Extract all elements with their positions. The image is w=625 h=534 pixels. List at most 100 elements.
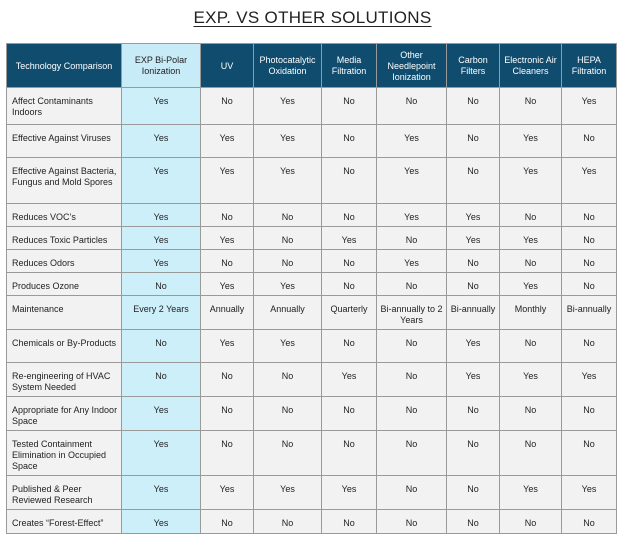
header-cell: Other Needlepoint Ionization <box>376 43 447 88</box>
table-cell: No <box>499 396 562 431</box>
row-label: Creates “Forest-Effect” <box>6 509 122 534</box>
table-cell: No <box>446 157 500 204</box>
table-cell: No <box>446 272 500 296</box>
header-row: Technology Comparison EXP Bi-Polar Ioniza… <box>6 43 617 88</box>
table-cell: No <box>321 203 377 227</box>
table-cell: Yes <box>446 203 500 227</box>
table-cell: Yes <box>200 272 254 296</box>
row-label: Effective Against Viruses <box>6 124 122 158</box>
row-label: Re-engineering of HVAC System Needed <box>6 362 122 397</box>
table-cell: No <box>446 249 500 273</box>
table-cell: No <box>321 430 377 476</box>
header-cell: EXP Bi-Polar Ionization <box>121 43 201 88</box>
table-cell: No <box>499 509 562 534</box>
table-cell: Yes <box>499 226 562 250</box>
table-cell: Yes <box>499 475 562 510</box>
table-cell: No <box>376 362 447 397</box>
table-cell: No <box>200 396 254 431</box>
table-cell: Yes <box>446 362 500 397</box>
table-cell: No <box>376 430 447 476</box>
table-cell: Yes <box>561 157 617 204</box>
row-label: Tested Containment Elimination in Occupi… <box>6 430 122 476</box>
table-cell: No <box>253 362 322 397</box>
header-cell: UV <box>200 43 254 88</box>
table-cell: No <box>321 329 377 363</box>
row-label: Effective Against Bacteria, Fungus and M… <box>6 157 122 204</box>
table-cell: Yes <box>200 226 254 250</box>
table-row: Effective Against Viruses Yes Yes Yes No Yes N… <box>6 124 617 158</box>
table-cell: No <box>446 124 500 158</box>
table-cell: Yes <box>200 329 254 363</box>
table-cell: No <box>561 396 617 431</box>
table-cell: Annually <box>200 295 254 330</box>
header-cell: Photocatalytic Oxidation <box>253 43 322 88</box>
row-label: Reduces Odors <box>6 249 122 273</box>
table-row: Creates “Forest-Effect” Yes No No No No No No No <box>6 509 617 534</box>
table-cell: No <box>376 272 447 296</box>
table-cell: Yes <box>200 124 254 158</box>
header-cell: Media Filtration <box>321 43 377 88</box>
table-cell: No <box>499 203 562 227</box>
table-cell: Yes <box>121 509 201 534</box>
table-cell: Yes <box>200 475 254 510</box>
table-cell: Yes <box>561 87 617 125</box>
header-cell: HEPA Filtration <box>561 43 617 88</box>
table-cell: Yes <box>499 272 562 296</box>
table-cell: No <box>321 157 377 204</box>
table-cell: Yes <box>446 226 500 250</box>
table-cell: Quarterly <box>321 295 377 330</box>
header-cell: Technology Comparison <box>6 43 122 88</box>
table-cell: No <box>200 430 254 476</box>
comparison-table: Technology Comparison EXP Bi-Polar Ioniza… <box>6 43 617 534</box>
table-cell: No <box>376 226 447 250</box>
table-cell: No <box>200 362 254 397</box>
table-cell: No <box>446 396 500 431</box>
table-cell: No <box>561 272 617 296</box>
table-cell: Yes <box>376 249 447 273</box>
table-cell: No <box>561 509 617 534</box>
header-cell: Carbon Filters <box>446 43 500 88</box>
table-cell: No <box>253 509 322 534</box>
title-text: EXP. VS OTHER SOLUTIONS <box>193 8 432 27</box>
table-cell: Monthly <box>499 295 562 330</box>
table-cell: No <box>376 87 447 125</box>
table-cell: No <box>253 226 322 250</box>
table-row: Reduces Odors Yes No No No Yes No No No <box>6 249 617 273</box>
title: EXP. VS OTHER SOLUTIONS <box>0 8 625 28</box>
table-cell: Yes <box>376 203 447 227</box>
table-cell: Yes <box>200 157 254 204</box>
table-row: Reduces Toxic Particles Yes Yes No Yes No Yes Y… <box>6 226 617 250</box>
table-cell: No <box>253 249 322 273</box>
table-cell: No <box>121 362 201 397</box>
header-cell: Electronic Air Cleaners <box>499 43 562 88</box>
row-label: Chemicals or By-Products <box>6 329 122 363</box>
table-row: Reduces VOC’s Yes No No No Yes Yes No No <box>6 203 617 227</box>
table-row: Chemicals or By-Products No Yes Yes No No Yes N… <box>6 329 617 363</box>
table-cell: No <box>376 509 447 534</box>
table-cell: Yes <box>253 87 322 125</box>
table-cell: No <box>121 272 201 296</box>
table-cell: Yes <box>121 124 201 158</box>
table-cell: No <box>446 509 500 534</box>
table-cell: No <box>376 329 447 363</box>
table-cell: No <box>200 87 254 125</box>
table-cell: No <box>499 430 562 476</box>
table-cell: No <box>446 87 500 125</box>
table-cell: Bi-annually <box>446 295 500 330</box>
row-label: Maintenance <box>6 295 122 330</box>
table-cell: No <box>561 226 617 250</box>
table-cell: No <box>446 475 500 510</box>
table-cell: No <box>376 475 447 510</box>
table-cell: Yes <box>446 329 500 363</box>
table-cell: No <box>561 124 617 158</box>
table-cell: Yes <box>321 226 377 250</box>
table-cell: No <box>499 249 562 273</box>
table-cell: Yes <box>376 124 447 158</box>
table-cell: No <box>499 87 562 125</box>
table-row: Tested Containment Elimination in Occupi… <box>6 430 617 476</box>
table-cell: No <box>561 203 617 227</box>
table-cell: Yes <box>121 475 201 510</box>
table-cell: No <box>561 430 617 476</box>
table-cell: Annually <box>253 295 322 330</box>
